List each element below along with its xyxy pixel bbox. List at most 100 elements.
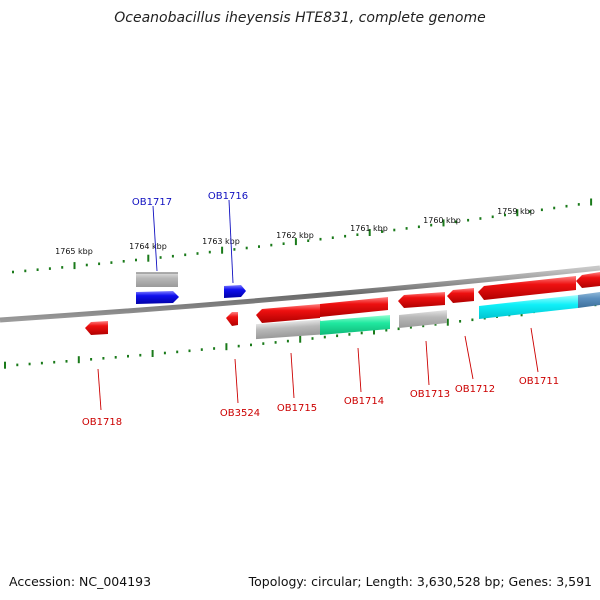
upper-scale-minor-tick [159,256,162,259]
lower-scale-minor-tick [188,349,191,353]
upper-scale-minor-tick [454,220,457,224]
label-ob1717[interactable]: OB1717 [132,197,172,208]
lower-scale-minor-tick [213,347,216,350]
gene-ob1713-arrow[interactable] [398,292,445,308]
upper-scale-minor-tick [405,227,408,230]
upper-scale-minor-tick [467,218,470,222]
lower-scale-minor-tick [250,343,252,347]
lower-scale-minor-tick [16,363,19,367]
gene-ob1714-arrow[interactable] [320,297,388,317]
upper-scale-minor-tick [356,233,359,236]
upper-scale-minor-tick [61,266,64,269]
lower-scale-major-tick [225,343,228,351]
lower-scale-minor-tick [139,353,142,357]
upper-scale-major-tick [442,219,445,227]
leader-ob1718 [97,368,102,411]
upper-scale-minor-tick [553,206,556,210]
upper-scale-minor-tick [122,260,125,263]
leader-ob1712 [464,335,474,380]
upper-scale-major-tick [294,238,297,246]
upper-scale-minor-tick [393,228,396,232]
upper-scale-minor-tick [36,268,39,271]
lower-scale-minor-tick [40,361,43,365]
gene-ob1717-grey-block[interactable] [136,272,178,287]
lower-scale-minor-tick [274,341,277,344]
scale-label-1759: 1759 kbp [497,207,535,216]
label-ob1712[interactable]: OB1712 [455,384,495,395]
gene-ob1712-arrow[interactable] [447,288,474,303]
upper-scale-major-tick [147,254,150,262]
upper-scale-major-tick [368,229,371,236]
upper-scale-minor-tick [381,230,383,233]
lower-scale-minor-tick [28,362,31,366]
leader-ob1715 [290,352,295,399]
lower-scale-minor-tick [163,351,166,355]
leader-ob1711 [530,327,539,373]
gene-ob1718-arrow[interactable] [85,321,108,335]
lower-scale-minor-tick [385,328,388,332]
gene-edge-arrow[interactable] [576,272,600,288]
upper-scale-minor-tick [565,204,568,208]
label-ob1714[interactable]: OB1714 [344,396,384,407]
leader-ob3524 [234,358,239,404]
upper-scale-ticks [12,198,593,274]
lower-scale-minor-tick [286,339,289,343]
gene-ob1711-cyan-block[interactable] [479,295,578,319]
gene-ob3524-arrow[interactable] [226,312,238,326]
upper-scale-minor-tick [504,213,506,217]
lower-scale-minor-tick [200,348,203,351]
label-ob1715[interactable]: OB1715 [277,403,317,414]
upper-scale-minor-tick [319,237,322,241]
leader-lines [97,199,539,411]
scale-label-1760: 1760 kbp [423,216,461,225]
scale-label-1761: 1761 kbp [350,224,388,233]
upper-scale-minor-tick [184,253,187,257]
gene-ob1716-arrow[interactable] [224,285,246,298]
upper-scale-minor-tick [12,270,14,274]
leader-ob1717 [152,205,158,272]
lower-scale-minor-tick [422,324,425,328]
upper-scale-minor-tick [344,234,347,238]
lower-scale-minor-tick [409,326,412,329]
label-ob1716[interactable]: OB1716 [208,191,248,202]
gene-ob1715-arrow[interactable] [256,304,320,323]
lower-scale-major-tick [373,327,375,335]
gene-ob1711-arrow[interactable] [478,276,576,300]
lower-scale-minor-tick [65,360,68,363]
lower-scale-minor-tick [53,360,56,364]
upper-scale-minor-tick [135,258,137,262]
upper-scale-minor-tick [24,269,27,273]
gene-ob1717-arrow[interactable] [136,291,179,304]
gene-ob1713-grey-block[interactable] [399,310,447,328]
reverse-genes [85,272,600,340]
lower-scale-minor-tick [311,337,314,340]
gene-labels: OB1717 OB1716 OB1718 OB3524 OB1715 OB171… [82,191,559,428]
label-ob3524[interactable]: OB3524 [220,408,260,419]
genome-summary-text: Topology: circular; Length: 3,630,528 bp… [248,574,592,589]
genome-backbone [0,265,600,323]
label-ob1718[interactable]: OB1718 [82,417,122,428]
upper-scale-minor-tick [282,242,285,245]
lower-scale-minor-tick [127,354,129,358]
lower-scale-minor-tick [114,356,117,359]
leader-ob1716 [228,199,234,284]
lower-scale-minor-tick [102,357,105,360]
upper-scale-minor-tick [430,223,433,227]
lower-scale-minor-tick [434,323,437,326]
gene-edge-steel-block[interactable] [578,292,600,308]
label-ob1711[interactable]: OB1711 [519,376,559,387]
lower-scale-major-tick [4,361,6,369]
lower-scale-minor-tick [459,320,462,323]
upper-scale-minor-tick [270,243,273,247]
upper-scale-minor-tick [98,262,101,266]
upper-scale-minor-tick [528,210,531,213]
gene-ob1715-grey-block[interactable] [256,319,321,340]
forward-genes [136,272,246,304]
upper-scale-minor-tick [577,203,580,206]
upper-scale-major-tick [590,198,593,206]
upper-scale-minor-tick [196,252,199,255]
label-ob1713[interactable]: OB1713 [410,389,450,400]
upper-scale-major-tick [73,262,76,270]
gene-ob1714-green-block[interactable] [320,315,390,335]
leader-ob1713 [425,340,430,386]
